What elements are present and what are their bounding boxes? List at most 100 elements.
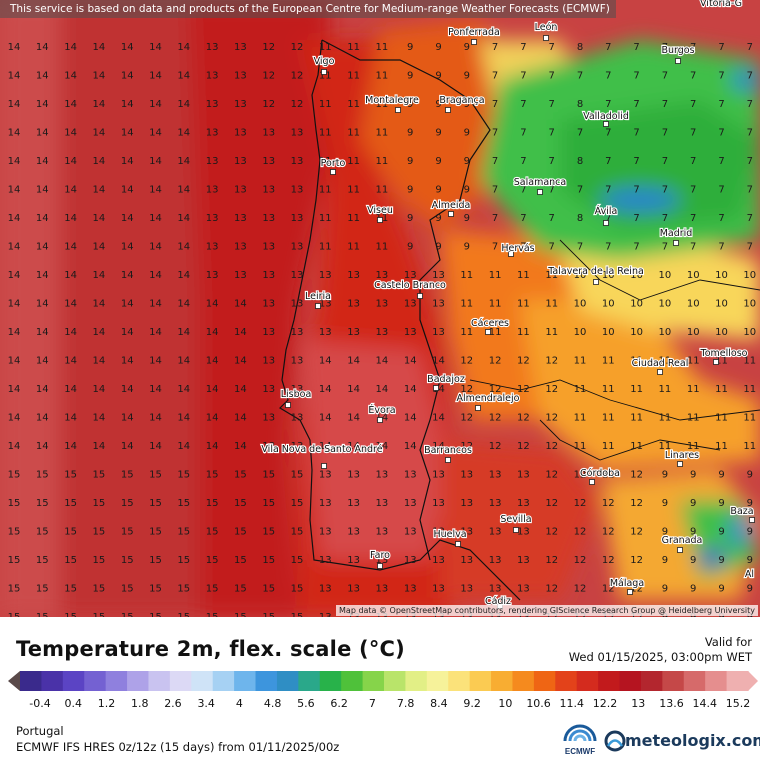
grid-temperature-value: 13	[262, 384, 275, 395]
city-label: Granada	[662, 535, 703, 546]
grid-temperature-value: 13	[404, 470, 417, 481]
grid-temperature-value: 14	[36, 327, 49, 338]
grid-temperature-value: 13	[432, 584, 445, 595]
grid-temperature-value: 15	[206, 612, 219, 617]
temperature-map[interactable]: 14 14 14 14 14 14 14 13 13 12 12 11 11 11 9 9 9 7 7 7 8 7 7 7 7 7…	[0, 0, 760, 617]
grid-temperature-value: 9	[464, 99, 470, 110]
grid-temperature-value: 14	[36, 270, 49, 281]
grid-temperature-value: 11	[630, 384, 643, 395]
city-marker[interactable]	[675, 58, 681, 64]
grid-temperature-value: 12	[489, 356, 502, 367]
grid-temperature-value: 14	[149, 242, 162, 253]
city-marker[interactable]	[677, 547, 683, 553]
city-marker[interactable]	[627, 589, 633, 595]
grid-temperature-value: 7	[492, 71, 498, 82]
city-marker[interactable]	[377, 563, 383, 569]
city-marker[interactable]	[315, 303, 321, 309]
grid-temperature-value: 13	[206, 156, 219, 167]
city-marker[interactable]	[543, 35, 549, 41]
colorbar-tick-label: 2.6	[164, 697, 182, 710]
grid-temperature-value: 11	[687, 356, 700, 367]
map-data-attribution[interactable]: Map data © OpenStreetMap contributors, r…	[336, 605, 758, 616]
colorbar-swatch	[384, 671, 407, 691]
city-marker[interactable]	[603, 220, 609, 226]
grid-temperature-value: 7	[690, 156, 696, 167]
grid-temperature-value: 13	[347, 270, 360, 281]
colorbar-tick-label: -0.4	[29, 697, 51, 710]
grid-temperature-value: 13	[376, 584, 389, 595]
city-marker[interactable]	[673, 240, 679, 246]
city-marker[interactable]	[749, 517, 755, 523]
city-marker[interactable]	[285, 402, 291, 408]
colorbar-tick-label: 3.4	[197, 697, 215, 710]
grid-temperature-value: 13	[517, 527, 530, 538]
city-marker[interactable]	[603, 121, 609, 127]
grid-temperature-value: 9	[407, 128, 413, 139]
grid-temperature-value: 7	[747, 71, 753, 82]
grid-temperature-value: 12	[460, 413, 473, 424]
grid-temperature-value: 7	[690, 242, 696, 253]
city-marker[interactable]	[485, 329, 491, 335]
grid-temperature-value: 11	[659, 384, 672, 395]
grid-temperature-value: 12	[574, 527, 587, 538]
city-marker[interactable]	[713, 359, 719, 365]
city-marker[interactable]	[657, 369, 663, 375]
grid-temperature-value: 13	[262, 299, 275, 310]
city-marker[interactable]	[377, 217, 383, 223]
city-marker[interactable]	[448, 211, 454, 217]
city-marker[interactable]	[377, 417, 383, 423]
grid-temperature-value: 14	[93, 270, 106, 281]
city-marker[interactable]	[508, 251, 514, 257]
grid-temperature-value: 14	[36, 242, 49, 253]
grid-temperature-value: 7	[662, 156, 668, 167]
city-marker[interactable]	[433, 385, 439, 391]
meteologix-brand[interactable]: meteologix.com	[625, 731, 760, 750]
grid-temperature-value: 12	[489, 384, 502, 395]
city-marker[interactable]	[445, 457, 451, 463]
city-marker[interactable]	[677, 461, 683, 467]
city-marker[interactable]	[417, 293, 423, 299]
ecmwf-logo[interactable]: ECMWF	[559, 723, 601, 757]
colorbar-tick-label: 5.6	[297, 697, 315, 710]
city-marker[interactable]	[321, 69, 327, 75]
grid-temperature-value: 11	[376, 242, 389, 253]
city-marker[interactable]	[455, 541, 461, 547]
grid-temperature-value: 11	[602, 413, 615, 424]
city-marker[interactable]	[471, 39, 477, 45]
grid-temperature-value: 14	[93, 441, 106, 452]
city-marker[interactable]	[537, 189, 543, 195]
grid-temperature-value: 11	[715, 384, 728, 395]
grid-temperature-value: 13	[319, 327, 332, 338]
grid-temperature-value: 9	[662, 555, 668, 566]
grid-temperature-value: 14	[36, 185, 49, 196]
grid-temperature-value: 14	[64, 71, 77, 82]
grid-temperature-value: 9	[407, 42, 413, 53]
city-marker[interactable]	[589, 479, 595, 485]
grid-temperature-value: 13	[460, 498, 473, 509]
city-marker[interactable]	[445, 107, 451, 113]
city-marker[interactable]	[321, 463, 327, 469]
colorbar-swatch	[276, 671, 299, 691]
grid-temperature-value: 8	[577, 99, 583, 110]
city-marker[interactable]	[593, 279, 599, 285]
city-label: Montalegre	[365, 95, 419, 106]
grid-temperature-value: 13	[206, 270, 219, 281]
city-marker[interactable]	[395, 107, 401, 113]
meteologix-logo-icon[interactable]	[604, 729, 626, 753]
grid-temperature-value: 14	[404, 441, 417, 452]
colorbar-tick-label: 4.8	[263, 697, 282, 710]
city-marker[interactable]	[513, 527, 519, 533]
grid-temperature-value: 15	[93, 612, 106, 617]
city-marker[interactable]	[475, 405, 481, 411]
grid-temperature-value: 13	[376, 299, 389, 310]
colorbar-tick-label: 10	[498, 697, 513, 710]
colorbar-tick-label: 15.2	[725, 697, 751, 710]
grid-temperature-value: 14	[93, 99, 106, 110]
city-label: Leiria	[305, 291, 331, 302]
grid-temperature-value: 11	[347, 99, 360, 110]
grid-temperature-value: 14	[149, 71, 162, 82]
grid-temperature-value: 14	[347, 413, 360, 424]
city-marker[interactable]	[330, 169, 336, 175]
grid-temperature-value: 14	[149, 42, 162, 53]
grid-temperature-value: 13	[376, 327, 389, 338]
